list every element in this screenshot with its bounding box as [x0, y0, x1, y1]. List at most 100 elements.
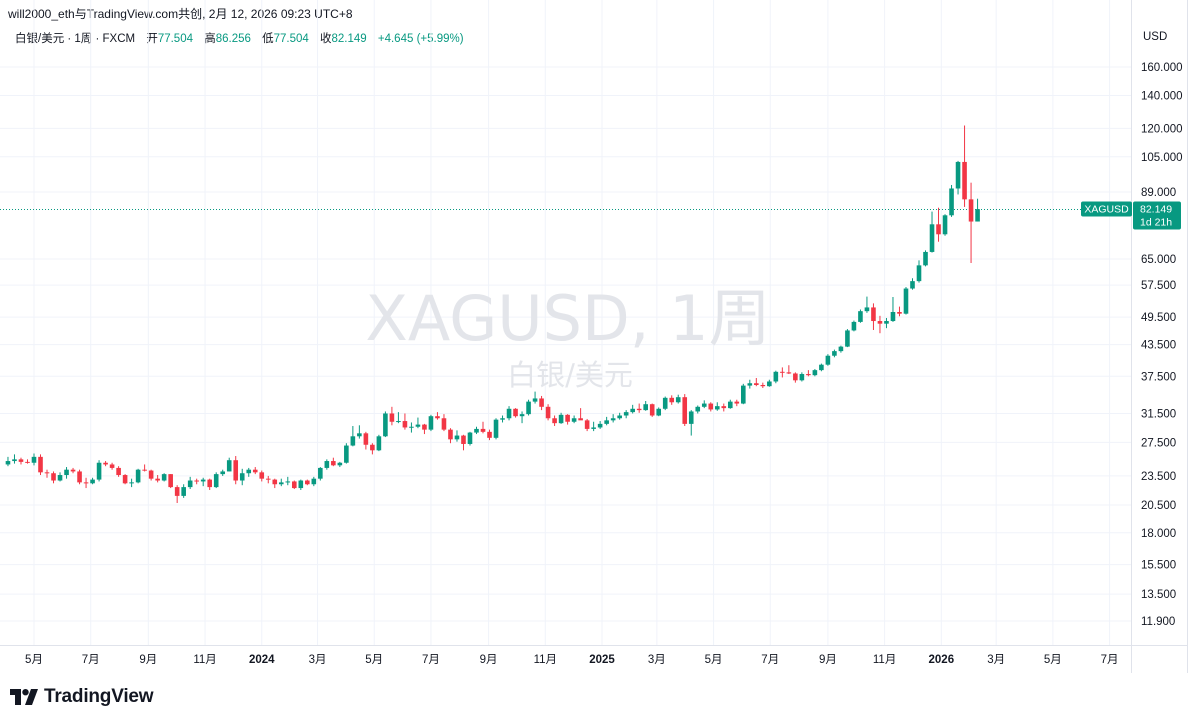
candle[interactable] — [864, 296, 870, 313]
candle[interactable] — [786, 365, 792, 375]
candle[interactable] — [200, 477, 206, 487]
candle[interactable] — [897, 306, 902, 317]
candle[interactable] — [318, 467, 323, 481]
candle[interactable] — [448, 428, 453, 444]
candle[interactable] — [734, 399, 740, 407]
candle[interactable] — [383, 411, 388, 438]
time-axis-labels[interactable]: 5月 7月 9月 11月 2024 3月 5月 7月 9月 11月 2025 3月 5月 7月 9月 11月 2… — [25, 654, 1118, 666]
candle[interactable] — [70, 467, 76, 474]
candle[interactable] — [819, 363, 824, 372]
candle[interactable] — [181, 484, 186, 498]
candle[interactable] — [565, 414, 570, 425]
candle[interactable] — [370, 443, 375, 455]
candle[interactable] — [474, 426, 479, 435]
candle[interactable] — [806, 370, 811, 377]
candle[interactable] — [350, 426, 356, 447]
candle[interactable] — [285, 476, 291, 486]
candle[interactable] — [226, 457, 232, 472]
candle[interactable] — [161, 473, 167, 482]
candle[interactable] — [767, 379, 772, 387]
candle[interactable] — [832, 349, 837, 358]
candle[interactable] — [571, 415, 577, 424]
candle[interactable] — [545, 404, 551, 421]
candle[interactable] — [337, 461, 343, 468]
candle[interactable] — [519, 411, 525, 424]
candle[interactable] — [799, 372, 805, 382]
candle[interactable] — [754, 378, 759, 387]
candle[interactable] — [428, 414, 434, 432]
candle[interactable] — [422, 423, 427, 435]
candle[interactable] — [708, 402, 714, 412]
candle[interactable] — [858, 309, 863, 323]
candle[interactable] — [597, 421, 603, 429]
price-axis-labels[interactable]: 11.900 13.500 15.500 18.000 20.500 23.500 27.5… — [1141, 62, 1183, 628]
candle[interactable] — [838, 345, 844, 353]
candle[interactable] — [25, 459, 30, 464]
candle[interactable] — [363, 431, 369, 450]
candle[interactable] — [604, 416, 609, 426]
candle[interactable] — [871, 303, 876, 330]
candle[interactable] — [513, 408, 518, 418]
candle[interactable] — [409, 422, 414, 433]
candle[interactable] — [220, 469, 226, 476]
candle[interactable] — [142, 464, 147, 472]
candle[interactable] — [552, 415, 557, 427]
candle[interactable] — [890, 296, 896, 322]
candle[interactable] — [298, 479, 304, 490]
candle[interactable] — [155, 475, 160, 483]
candle[interactable] — [962, 125, 967, 207]
candle[interactable] — [96, 460, 102, 482]
candle[interactable] — [669, 395, 675, 405]
candle[interactable] — [942, 214, 948, 236]
candle[interactable] — [506, 406, 512, 421]
candle[interactable] — [174, 485, 180, 503]
candle[interactable] — [90, 477, 95, 485]
candle[interactable] — [610, 414, 616, 423]
candle[interactable] — [662, 396, 668, 411]
candle[interactable] — [213, 472, 219, 489]
candles[interactable] — [5, 125, 980, 503]
candle[interactable] — [649, 403, 655, 417]
candle[interactable] — [884, 317, 889, 329]
candle[interactable] — [793, 372, 798, 383]
candle[interactable] — [532, 391, 538, 404]
candle[interactable] — [187, 476, 193, 490]
candle[interactable] — [656, 407, 662, 417]
candle[interactable] — [38, 454, 43, 476]
tradingview-logo[interactable]: TradingView — [10, 686, 154, 708]
candle[interactable] — [675, 394, 681, 404]
candle[interactable] — [747, 379, 753, 389]
candle[interactable] — [539, 395, 544, 411]
candle[interactable] — [233, 456, 239, 485]
candle[interactable] — [376, 434, 382, 452]
candle[interactable] — [975, 198, 980, 222]
candle[interactable] — [591, 421, 596, 432]
candle[interactable] — [259, 470, 265, 482]
candle[interactable] — [877, 315, 883, 334]
candle[interactable] — [949, 184, 954, 217]
candle[interactable] — [903, 287, 909, 315]
candle[interactable] — [278, 478, 284, 487]
candle[interactable] — [122, 474, 128, 485]
candle[interactable] — [129, 478, 134, 488]
candle[interactable] — [18, 457, 24, 465]
candle[interactable] — [825, 354, 831, 366]
candle[interactable] — [558, 412, 564, 424]
candle[interactable] — [5, 456, 11, 467]
candle[interactable] — [773, 370, 779, 384]
candle[interactable] — [741, 383, 746, 405]
candle[interactable] — [357, 425, 362, 439]
candle[interactable] — [51, 471, 56, 484]
candle[interactable] — [83, 477, 89, 489]
candle[interactable] — [148, 469, 154, 481]
candle[interactable] — [207, 478, 212, 490]
candle[interactable] — [402, 413, 408, 430]
candle[interactable] — [636, 403, 642, 413]
candle[interactable] — [246, 467, 252, 477]
candle[interactable] — [721, 403, 727, 412]
candle[interactable] — [714, 402, 720, 411]
candle[interactable] — [441, 414, 447, 432]
candle[interactable] — [116, 466, 121, 477]
candle[interactable] — [851, 320, 857, 332]
